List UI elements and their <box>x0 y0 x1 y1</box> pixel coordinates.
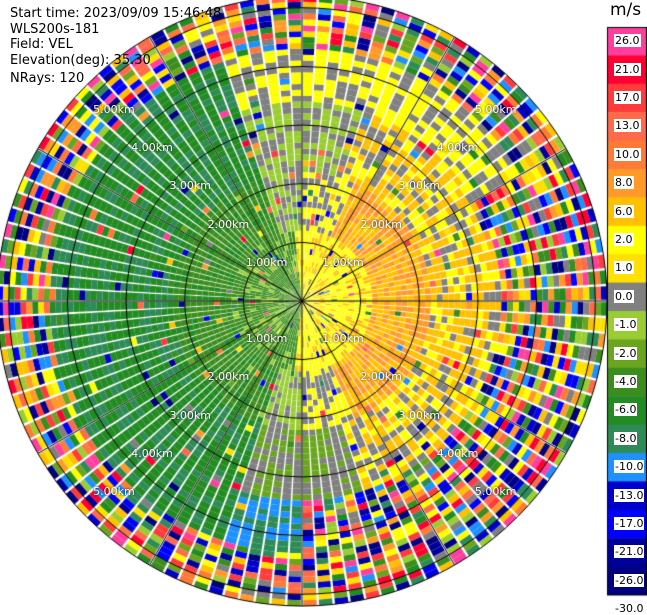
range-ring-label: 5.00km <box>474 484 517 498</box>
start-time-label: Start time: 2023/09/09 15:46:48 <box>10 6 222 21</box>
colorbar-tick-label: 13.0 <box>614 119 641 133</box>
nrays-label: NRays: 120 <box>10 71 85 86</box>
range-ring-label: 1.00km <box>245 255 288 269</box>
colorbar-tick-label: -21.0 <box>614 545 645 559</box>
colorbar-tick-label: 10.0 <box>614 147 641 161</box>
colorbar-tick-label: 26.0 <box>614 34 641 48</box>
colorbar-tick-label: -8.0 <box>614 431 638 445</box>
range-ring-label: 5.00km <box>93 484 135 498</box>
range-ring-label: 3.00km <box>169 408 212 422</box>
colorbar-tick-label: 0.0 <box>614 289 634 303</box>
range-ring-label: 4.00km <box>436 141 479 155</box>
colorbar-tick-label: 2.0 <box>614 233 634 246</box>
colorbar-tick-label: 21.0 <box>614 62 641 76</box>
range-ring-label: 2.00km <box>207 217 250 231</box>
range-ring-label: 2.00km <box>360 370 402 384</box>
colorbar-tick-label: -2.0 <box>614 346 638 360</box>
colorbar-tick-label: -13.0 <box>614 488 645 502</box>
colorbar-title: m/s <box>610 0 642 20</box>
instrument-label: WLS200s-181 <box>10 22 100 37</box>
colorbar-tick-label: 6.0 <box>614 204 634 218</box>
range-ring-label: 5.00km <box>474 103 517 117</box>
range-ring-label: 2.00km <box>360 217 402 231</box>
range-ring-label: 4.00km <box>131 141 173 155</box>
colorbar-tick-label: -10.0 <box>614 460 645 474</box>
colorbar-tick-label: -26.0 <box>614 573 645 587</box>
colorbar-tick-label: -6.0 <box>614 403 638 417</box>
colorbar-tick-label: -30.0 <box>614 602 645 615</box>
range-ring-label: 4.00km <box>436 446 479 460</box>
colorbar-tick-label: 8.0 <box>614 176 634 190</box>
range-ring-label: 1.00km <box>322 332 364 346</box>
colorbar-tick-label: -4.0 <box>614 375 638 388</box>
range-ring-label: 3.00km <box>398 408 441 422</box>
range-ring-label: 2.00km <box>207 370 250 384</box>
range-ring-label: 5.00km <box>93 103 135 117</box>
colorbar-tick-label: 17.0 <box>614 91 641 104</box>
colorbar-tick-label: 1.0 <box>614 261 634 275</box>
range-ring-label: 3.00km <box>169 179 212 193</box>
range-ring-label: 1.00km <box>245 332 288 346</box>
range-ring-label: 4.00km <box>131 446 173 460</box>
colorbar-tick-label: -17.0 <box>614 517 645 530</box>
range-ring-label: 3.00km <box>398 179 441 193</box>
colorbar-tick-label: -1.0 <box>614 318 638 332</box>
field-label: Field: VEL <box>10 37 73 52</box>
elevation-label: Elevation(deg): 35.30 <box>10 53 151 68</box>
range-ring-label: 1.00km <box>322 255 364 269</box>
